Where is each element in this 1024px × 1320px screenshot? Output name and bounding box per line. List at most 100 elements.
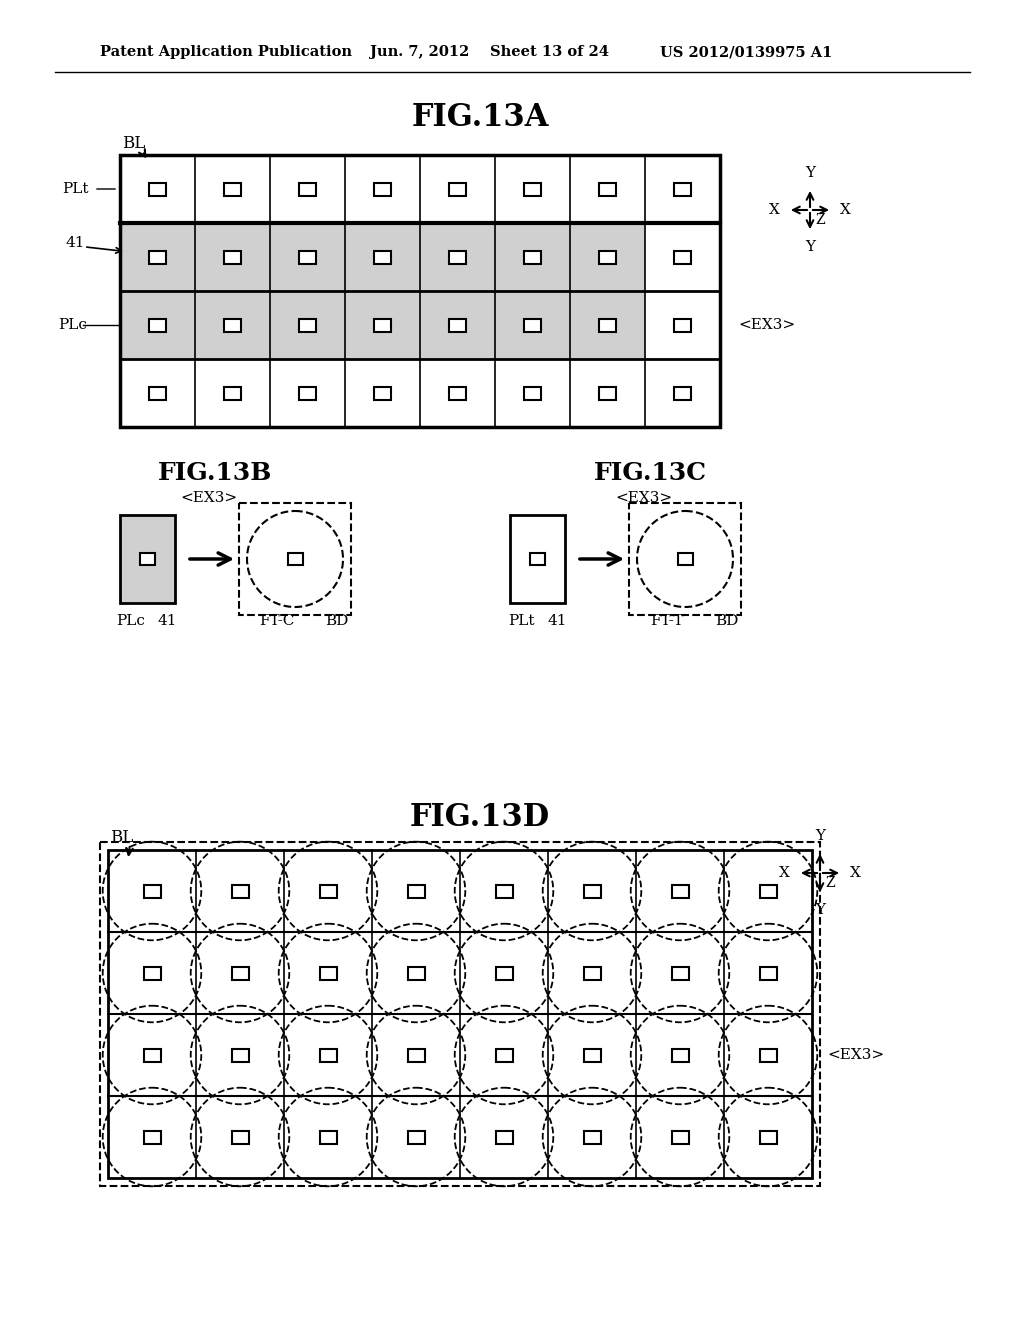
- Text: Sheet 13 of 24: Sheet 13 of 24: [490, 45, 609, 59]
- Bar: [629, 503, 741, 615]
- Text: Z: Z: [825, 876, 835, 890]
- Text: Y: Y: [815, 829, 825, 843]
- Bar: [231, 884, 249, 898]
- Bar: [195, 290, 270, 359]
- Bar: [449, 251, 466, 264]
- Bar: [510, 515, 565, 603]
- Bar: [408, 1048, 425, 1061]
- Text: PLc: PLc: [117, 614, 145, 628]
- Bar: [760, 1130, 776, 1143]
- Bar: [224, 387, 241, 400]
- Bar: [496, 884, 512, 898]
- Bar: [345, 290, 420, 359]
- Bar: [120, 154, 720, 426]
- Text: BD: BD: [716, 614, 738, 628]
- Bar: [495, 223, 570, 290]
- Bar: [496, 1130, 512, 1143]
- Bar: [239, 503, 351, 615]
- Text: FIG.13D: FIG.13D: [410, 803, 550, 833]
- Bar: [299, 182, 316, 195]
- Bar: [100, 842, 820, 1185]
- Bar: [374, 251, 391, 264]
- Bar: [449, 318, 466, 331]
- Bar: [524, 318, 541, 331]
- Text: X: X: [779, 866, 790, 880]
- Bar: [760, 966, 776, 979]
- Bar: [224, 251, 241, 264]
- Bar: [143, 1048, 161, 1061]
- Text: Y: Y: [815, 903, 825, 917]
- Bar: [150, 318, 166, 331]
- Bar: [270, 223, 345, 290]
- Bar: [319, 1130, 337, 1143]
- Bar: [224, 318, 241, 331]
- Bar: [374, 387, 391, 400]
- Text: <EX3>: <EX3>: [738, 318, 795, 333]
- Bar: [408, 1130, 425, 1143]
- Text: <EX3>: <EX3>: [180, 491, 238, 506]
- Bar: [760, 1048, 776, 1061]
- Bar: [672, 1130, 688, 1143]
- Bar: [674, 251, 691, 264]
- Bar: [120, 515, 175, 603]
- Bar: [524, 387, 541, 400]
- Bar: [674, 318, 691, 331]
- Bar: [408, 966, 425, 979]
- Text: Y: Y: [805, 166, 815, 180]
- Bar: [496, 966, 512, 979]
- Text: BL: BL: [122, 135, 145, 152]
- Text: FT-T: FT-T: [650, 614, 684, 628]
- Bar: [150, 251, 166, 264]
- Bar: [299, 387, 316, 400]
- Bar: [599, 318, 616, 331]
- Text: Jun. 7, 2012: Jun. 7, 2012: [370, 45, 469, 59]
- Bar: [584, 884, 600, 898]
- Bar: [584, 966, 600, 979]
- Bar: [672, 1048, 688, 1061]
- Bar: [143, 1130, 161, 1143]
- Bar: [231, 1130, 249, 1143]
- Text: PLt: PLt: [62, 182, 88, 195]
- Bar: [319, 884, 337, 898]
- Bar: [530, 553, 545, 565]
- Bar: [674, 182, 691, 195]
- Bar: [299, 251, 316, 264]
- Bar: [150, 182, 166, 195]
- Bar: [495, 290, 570, 359]
- Ellipse shape: [247, 511, 343, 607]
- Bar: [420, 290, 495, 359]
- Bar: [270, 290, 345, 359]
- Text: X: X: [840, 203, 851, 216]
- Text: <EX3>: <EX3>: [615, 491, 672, 506]
- Text: 41: 41: [547, 614, 566, 628]
- Text: Patent Application Publication: Patent Application Publication: [100, 45, 352, 59]
- Text: PLt: PLt: [508, 614, 535, 628]
- Bar: [570, 290, 645, 359]
- Bar: [524, 251, 541, 264]
- Bar: [672, 966, 688, 979]
- Bar: [120, 223, 195, 290]
- Text: FIG.13C: FIG.13C: [594, 461, 707, 484]
- Bar: [674, 387, 691, 400]
- Text: 41: 41: [157, 614, 176, 628]
- Bar: [449, 387, 466, 400]
- Bar: [195, 223, 270, 290]
- Bar: [760, 884, 776, 898]
- Text: BL: BL: [110, 829, 133, 846]
- Bar: [599, 182, 616, 195]
- Bar: [678, 553, 692, 565]
- Bar: [584, 1048, 600, 1061]
- Bar: [231, 1048, 249, 1061]
- Text: FT-C: FT-C: [259, 614, 295, 628]
- Bar: [584, 1130, 600, 1143]
- Bar: [224, 182, 241, 195]
- Text: BD: BD: [326, 614, 349, 628]
- Ellipse shape: [637, 511, 733, 607]
- Bar: [319, 966, 337, 979]
- Bar: [524, 182, 541, 195]
- Text: Z: Z: [815, 213, 824, 227]
- Text: Y: Y: [805, 240, 815, 253]
- Bar: [120, 290, 195, 359]
- Bar: [231, 966, 249, 979]
- Text: <EX3>: <EX3>: [827, 1048, 884, 1063]
